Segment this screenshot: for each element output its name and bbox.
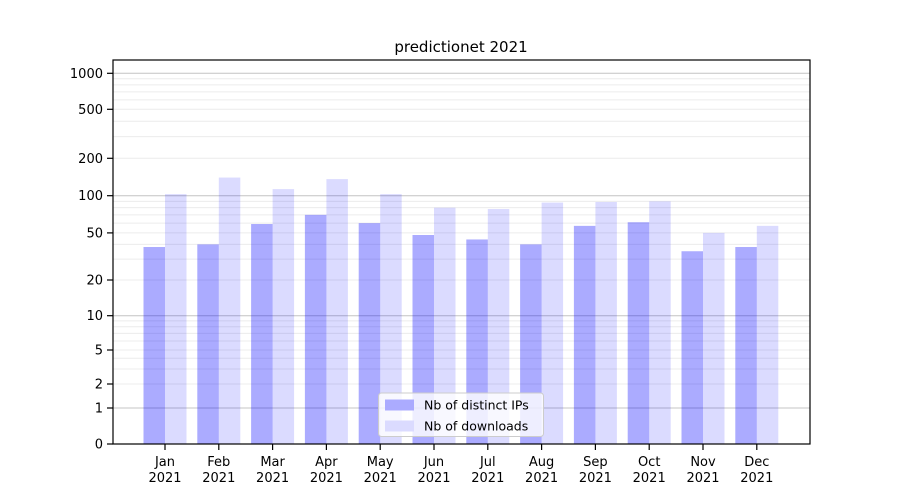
x-tick-label-dec: Dec	[744, 455, 769, 470]
x-tick-label-may: May	[367, 455, 394, 470]
bar-downloads-jun	[434, 207, 456, 444]
x-tick-label-jun: Jun	[423, 455, 444, 470]
x-tick-label-year: 2021	[417, 471, 450, 486]
x-tick-label-year: 2021	[471, 471, 504, 486]
x-tick-label-year: 2021	[310, 471, 343, 486]
legend-box	[378, 392, 544, 437]
bar-downloads-jan	[165, 194, 187, 444]
bars-group	[143, 177, 779, 444]
x-tick-label-jul: Jul	[479, 455, 496, 470]
minor-gridlines	[113, 78, 810, 385]
y-tick-label-1000: 1000	[70, 67, 103, 82]
legend-label-downloads: Nb of downloads	[424, 419, 528, 434]
bar-distinct-ips-jan	[143, 247, 165, 444]
bar-distinct-ips-feb	[197, 244, 219, 444]
bar-downloads-oct	[649, 201, 671, 444]
bar-distinct-ips-nov	[681, 251, 703, 444]
x-tick-label-year: 2021	[525, 471, 558, 486]
y-axis: 0 1 2 5 10 20 50 100 200 500 1000	[70, 67, 113, 453]
y-tick-label-50: 50	[86, 226, 103, 241]
x-tick-label-sep: Sep	[583, 455, 608, 470]
legend-swatch-downloads	[385, 420, 414, 432]
x-tick-label-nov: Nov	[690, 455, 716, 470]
x-tick-label-year: 2021	[202, 471, 235, 486]
x-tick-label-aug: Aug	[529, 455, 554, 470]
legend: Nb of distinct IPs Nb of downloads	[378, 392, 544, 437]
bar-distinct-ips-oct	[627, 222, 650, 444]
bar-downloads-aug	[541, 202, 564, 444]
bar-distinct-ips-jun	[412, 234, 434, 444]
y-tick-label-1: 1	[95, 402, 103, 417]
y-tick-label-2: 2	[95, 378, 103, 393]
y-tick-label-20: 20	[86, 274, 103, 289]
x-tick-label-year: 2021	[256, 471, 289, 486]
legend-swatch-distinct-ips	[385, 399, 414, 411]
bar-downloads-jul	[487, 209, 510, 444]
x-tick-label-year: 2021	[148, 471, 181, 486]
x-axis: Jan2021Feb2021Mar2021Apr2021May2021Jun20…	[148, 444, 773, 486]
x-tick-label-jan: Jan	[154, 455, 175, 470]
x-tick-label-year: 2021	[686, 471, 719, 486]
legend-label-distinct-ips: Nb of distinct IPs	[424, 398, 529, 413]
x-tick-label-year: 2021	[633, 471, 666, 486]
bar-downloads-apr	[326, 179, 348, 444]
bar-distinct-ips-sep	[573, 225, 596, 444]
bar-downloads-feb	[218, 177, 241, 444]
y-tick-label-200: 200	[78, 152, 103, 167]
x-tick-label-year: 2021	[740, 471, 773, 486]
bar-downloads-sep	[595, 201, 617, 444]
bar-distinct-ips-dec	[735, 247, 757, 444]
y-tick-label-10: 10	[86, 309, 103, 324]
y-tick-label-100: 100	[78, 189, 103, 204]
x-tick-label-year: 2021	[579, 471, 612, 486]
bar-downloads-nov	[703, 232, 725, 444]
bar-downloads-may	[380, 194, 402, 444]
x-tick-label-mar: Mar	[260, 455, 285, 470]
x-tick-label-oct: Oct	[638, 455, 660, 470]
y-tick-label-5: 5	[95, 344, 103, 359]
bar-downloads-mar	[272, 189, 295, 444]
chart-title: predictionet 2021	[394, 38, 527, 56]
x-tick-label-year: 2021	[364, 471, 397, 486]
bar-distinct-ips-apr	[304, 214, 327, 444]
x-tick-label-feb: Feb	[207, 455, 230, 470]
x-tick-label-apr: Apr	[315, 455, 338, 470]
bar-distinct-ips-may	[358, 223, 381, 444]
plot-frame	[112, 59, 811, 445]
y-tick-label-500: 500	[78, 103, 103, 118]
bar-downloads-dec	[756, 225, 779, 444]
bar-distinct-ips-mar	[251, 224, 273, 444]
y-tick-label-0: 0	[95, 438, 103, 453]
